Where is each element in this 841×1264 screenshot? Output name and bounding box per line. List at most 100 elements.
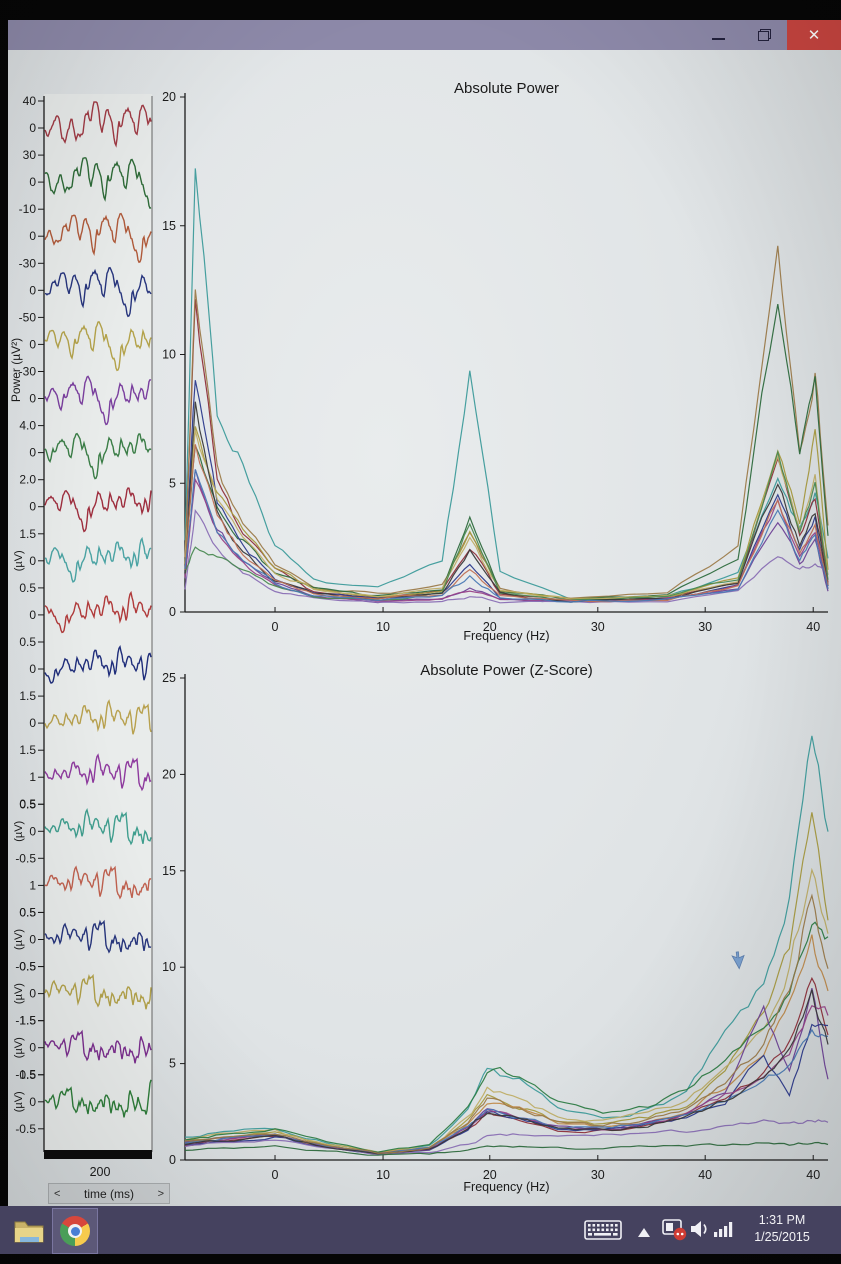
network-button[interactable]: [714, 1221, 736, 1242]
show-hidden-icons-button[interactable]: [638, 1224, 650, 1242]
eeg-tick-label: 0: [29, 554, 36, 568]
eeg-trace-2: [44, 156, 152, 210]
series-navy: [184, 380, 829, 603]
eeg-tick-label: 0.5: [19, 906, 36, 920]
chrome-button[interactable]: [52, 1208, 98, 1254]
eeg-tick-label: -1.5: [15, 1068, 36, 1082]
absolute-power-xlabel: Frequency (Hz): [463, 629, 550, 643]
eeg-tick-label: 1.5: [19, 689, 36, 703]
eeg-trace-16: [44, 919, 152, 954]
series-steel-blue: [184, 469, 829, 603]
eeg-tick-label: 0: [29, 662, 36, 676]
series-green: [184, 921, 829, 1153]
eeg-tick-label: 0: [29, 229, 36, 243]
series-charcoal: [184, 989, 829, 1155]
taskbar: 1:31 PM 1/25/2015: [0, 1206, 841, 1254]
eeg-x-axis-bar: [44, 1150, 152, 1159]
eeg-tick-label: -50: [19, 310, 37, 324]
eeg-trace-19: [44, 1079, 152, 1118]
series-plum: [184, 477, 829, 603]
clock-date: 1/25/2015: [754, 1230, 810, 1244]
series-violet: [184, 1119, 829, 1155]
file-explorer-icon: [14, 1221, 44, 1243]
series-olive: [184, 812, 829, 1153]
close-button[interactable]: ✕: [787, 20, 841, 50]
x-tick-label: 10: [376, 1168, 390, 1182]
eeg-tick-label: 30: [23, 148, 37, 162]
absolute-power-title: Absolute Power: [453, 80, 560, 97]
eeg-trace-11: [44, 645, 152, 684]
x-tick-label: 0: [272, 1168, 279, 1182]
eeg-tick-label: -30: [19, 256, 37, 270]
y-tick-label: 10: [162, 348, 176, 362]
eeg-tick-label: 40: [23, 94, 37, 108]
eeg-tick-label: 0.5: [19, 581, 36, 595]
chrome-icon: [60, 1216, 90, 1246]
eeg-tick-label: 0: [29, 175, 36, 189]
scroll-right-arrow[interactable]: >: [157, 1187, 164, 1200]
power-axis-label: Power (µV²): [9, 338, 23, 402]
eeg-trace-9: [44, 536, 152, 583]
series-navy: [185, 1023, 829, 1155]
series-tan: [184, 867, 829, 1153]
eeg-tick-label: 0: [29, 716, 36, 730]
series-brown: [184, 893, 829, 1154]
minimize-button[interactable]: [695, 20, 741, 50]
eeg-tick-label: 1: [29, 770, 36, 784]
x-tick-label: 40: [806, 620, 820, 634]
eeg-trace-7: [44, 432, 152, 480]
uv-unit-label: (µV): [13, 1091, 25, 1112]
eeg-trace-6: [44, 375, 152, 426]
x-tick-label: 30: [591, 1168, 605, 1182]
eeg-trace-14: [44, 808, 152, 846]
x-tick-label: 10: [376, 620, 390, 634]
y-tick-label: 20: [162, 90, 176, 104]
eeg-trace-1: [44, 101, 152, 148]
eeg-tick-label: 0.5: [19, 797, 36, 811]
y-tick-label: 25: [162, 671, 176, 685]
absolute-power-chart: 20 15 10 5 0 0 10 20 30 30 40: [162, 90, 829, 634]
eeg-tick-label: -1.5: [15, 1014, 36, 1028]
eeg-tick-label: 0: [29, 933, 36, 947]
eeg-tick-label: 0: [29, 392, 36, 406]
series-dark-green: [184, 304, 829, 600]
eeg-tick-label: -0.5: [15, 1122, 36, 1136]
scroll-left-arrow[interactable]: <: [54, 1187, 61, 1200]
eeg-tick-label: 0: [29, 824, 36, 838]
uv-unit-label: (µV): [13, 983, 25, 1004]
eeg-trace-18: [44, 1029, 152, 1064]
zscore-title: Absolute Power (Z-Score): [420, 662, 593, 679]
eeg-trace-5: [44, 320, 152, 372]
eeg-trace-3: [44, 212, 152, 264]
x-tick-label: 30: [591, 620, 605, 634]
volume-button[interactable]: [690, 1219, 710, 1244]
eeg-tick-label: 1.5: [19, 743, 36, 757]
eeg-trace-panel: 40 0 30 0 -10 0 -30 0 -50 0 -30 0 4.0 0 2.0 0 1.5 0 0.5 0 0.…: [9, 94, 153, 1179]
clock-time: 1:31 PM: [758, 1213, 806, 1227]
eeg-trace-12: [44, 699, 152, 735]
keyboard-tray-button[interactable]: [584, 1220, 622, 1245]
action-center-button[interactable]: [662, 1218, 688, 1247]
y-tick-label: 10: [162, 960, 176, 974]
mouse-cursor: [728, 951, 746, 977]
taskbar-clock[interactable]: 1:31 PM 1/25/2015: [738, 1212, 826, 1246]
restore-icon: [757, 29, 771, 41]
y-tick-label: 20: [162, 767, 176, 781]
time-axis-scrollbar[interactable]: < time (ms) >: [48, 1183, 170, 1204]
time-axis-label: time (ms): [84, 1186, 134, 1201]
y-tick-label: 0: [169, 1153, 176, 1167]
y-tick-label: 15: [162, 219, 176, 233]
series-tan: [184, 245, 829, 599]
x-tick-label: 40: [806, 1168, 820, 1182]
series-teal: [185, 735, 829, 1154]
uv-unit-label: (µV): [13, 821, 25, 842]
series-salmon: [184, 444, 829, 603]
series-green: [184, 449, 829, 601]
eeg-tick-label: 2.0: [19, 473, 36, 487]
series-violet: [184, 509, 829, 604]
series-charcoal: [184, 401, 829, 603]
eeg-tick-label: 0: [29, 1041, 36, 1055]
file-explorer-button[interactable]: [12, 1215, 46, 1250]
restore-button[interactable]: [741, 20, 787, 50]
series-teal: [184, 168, 829, 601]
